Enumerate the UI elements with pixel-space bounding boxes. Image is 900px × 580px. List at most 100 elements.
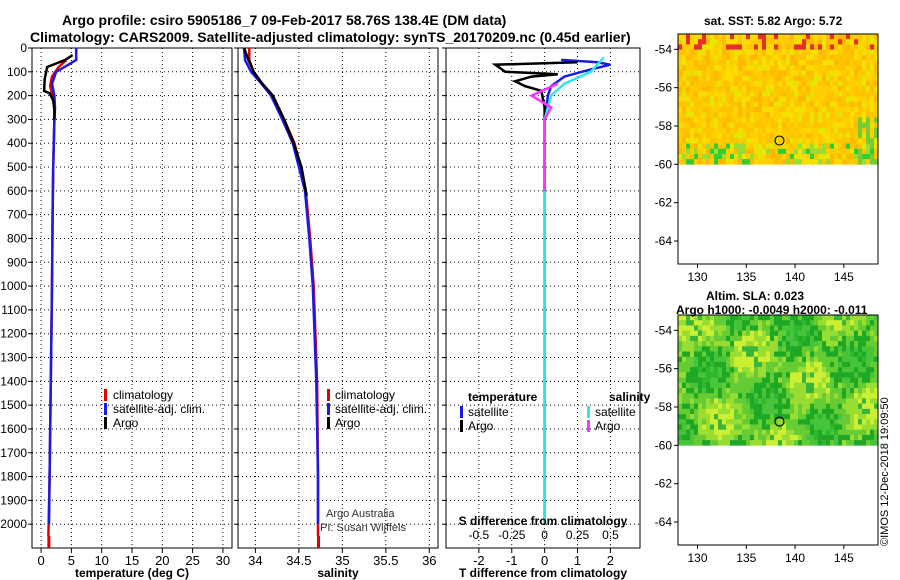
- sla-cell: [842, 341, 847, 347]
- sst-cell: [682, 143, 687, 149]
- sst-cell: [794, 159, 799, 165]
- sla-cell: [858, 351, 863, 357]
- sst-cell: [770, 49, 775, 56]
- sst-cell: [798, 86, 803, 92]
- sla-cell: [742, 403, 747, 410]
- sla-cell: [770, 387, 775, 394]
- sst-cell: [826, 148, 831, 155]
- sst-cell: [770, 86, 775, 92]
- sst-cell: [854, 122, 859, 129]
- sla-cell: [770, 408, 775, 415]
- sla-cell: [806, 393, 811, 399]
- sla-cell: [694, 335, 699, 342]
- sla-cell: [838, 351, 843, 357]
- sst-cell: [718, 70, 723, 76]
- sla-cell: [710, 361, 715, 368]
- sst-cell: [702, 39, 707, 45]
- series-line-t-argo: [491, 61, 578, 191]
- sst-cell: [730, 54, 735, 61]
- sla-cell: [810, 346, 815, 352]
- sla-cell: [706, 434, 711, 441]
- sst-cell: [678, 70, 683, 76]
- sla-cell: [846, 335, 851, 342]
- sla-cell: [798, 320, 803, 326]
- sla-cell: [742, 325, 747, 331]
- sst-cell: [726, 138, 731, 144]
- sst-cell: [686, 133, 691, 139]
- sla-cell: [802, 429, 807, 436]
- sst-cell: [686, 96, 691, 103]
- sst-cell: [766, 106, 771, 113]
- sst-cell: [766, 49, 771, 56]
- sst-cell: [682, 117, 687, 123]
- sla-cell: [854, 382, 859, 389]
- sst-cell: [758, 138, 763, 144]
- sst-cell: [722, 122, 727, 129]
- sst-cell: [746, 49, 751, 56]
- sst-cell: [838, 44, 843, 50]
- sst-cell: [714, 117, 719, 123]
- sst-cell: [810, 80, 815, 87]
- sla-cell: [862, 320, 867, 326]
- sla-cell: [834, 351, 839, 357]
- sla-cell: [874, 387, 879, 394]
- sst-map-xtick-label: 145: [834, 270, 854, 284]
- sla-cell: [826, 372, 831, 378]
- sla-cell: [690, 393, 695, 399]
- sla-cell: [746, 335, 751, 342]
- sla-cell: [830, 403, 835, 410]
- sla-cell: [774, 351, 779, 357]
- sla-cell: [702, 398, 707, 404]
- sst-cell: [678, 127, 683, 134]
- depth-tick-label: 1200: [0, 327, 27, 341]
- sst-cell: [810, 49, 815, 56]
- sla-cell: [690, 335, 695, 342]
- sst-cell: [782, 54, 787, 61]
- sst-cell: [846, 91, 851, 97]
- sst-cell: [690, 101, 695, 108]
- sst-cell: [750, 112, 755, 118]
- sst-cell: [782, 112, 787, 118]
- sla-cell: [706, 315, 711, 321]
- sst-cell: [770, 127, 775, 134]
- sla-cell: [834, 419, 839, 425]
- sst-cell: [846, 101, 851, 108]
- sla-cell: [846, 341, 851, 347]
- sla-cell: [782, 341, 787, 347]
- sst-cell: [814, 75, 819, 82]
- sla-cell: [762, 341, 767, 347]
- sla-cell: [870, 424, 875, 430]
- sla-cell: [802, 346, 807, 352]
- sla-cell: [834, 325, 839, 331]
- sla-cell: [742, 429, 747, 436]
- sla-cell: [786, 320, 791, 326]
- sla-cell: [682, 367, 687, 373]
- sla-cell: [810, 382, 815, 389]
- sst-cell: [814, 80, 819, 87]
- sst-cell: [750, 44, 755, 50]
- sla-cell: [794, 414, 799, 420]
- sla-cell: [710, 325, 715, 331]
- depth-tick-label: 1100: [1, 303, 27, 317]
- sla-cell: [818, 351, 823, 357]
- sla-cell: [854, 361, 859, 368]
- sla-cell: [726, 372, 731, 378]
- sla-cell: [694, 315, 699, 321]
- difference-xtick-label: -2: [473, 553, 485, 568]
- sst-cell: [714, 122, 719, 129]
- sla-cell: [758, 434, 763, 441]
- sst-cell: [686, 54, 691, 61]
- sla-cell: [770, 346, 775, 352]
- sla-cell: [826, 434, 831, 441]
- sst-cell: [806, 54, 811, 61]
- sst-cell: [798, 133, 803, 139]
- sst-cell: [794, 117, 799, 123]
- sla-cell: [778, 429, 783, 436]
- sla-cell: [754, 356, 759, 363]
- sst-cell: [682, 39, 687, 45]
- sst-cell: [766, 101, 771, 108]
- sst-cell: [818, 101, 823, 108]
- sst-cell: [826, 159, 831, 165]
- sla-cell: [730, 419, 735, 425]
- sst-cell: [686, 153, 691, 160]
